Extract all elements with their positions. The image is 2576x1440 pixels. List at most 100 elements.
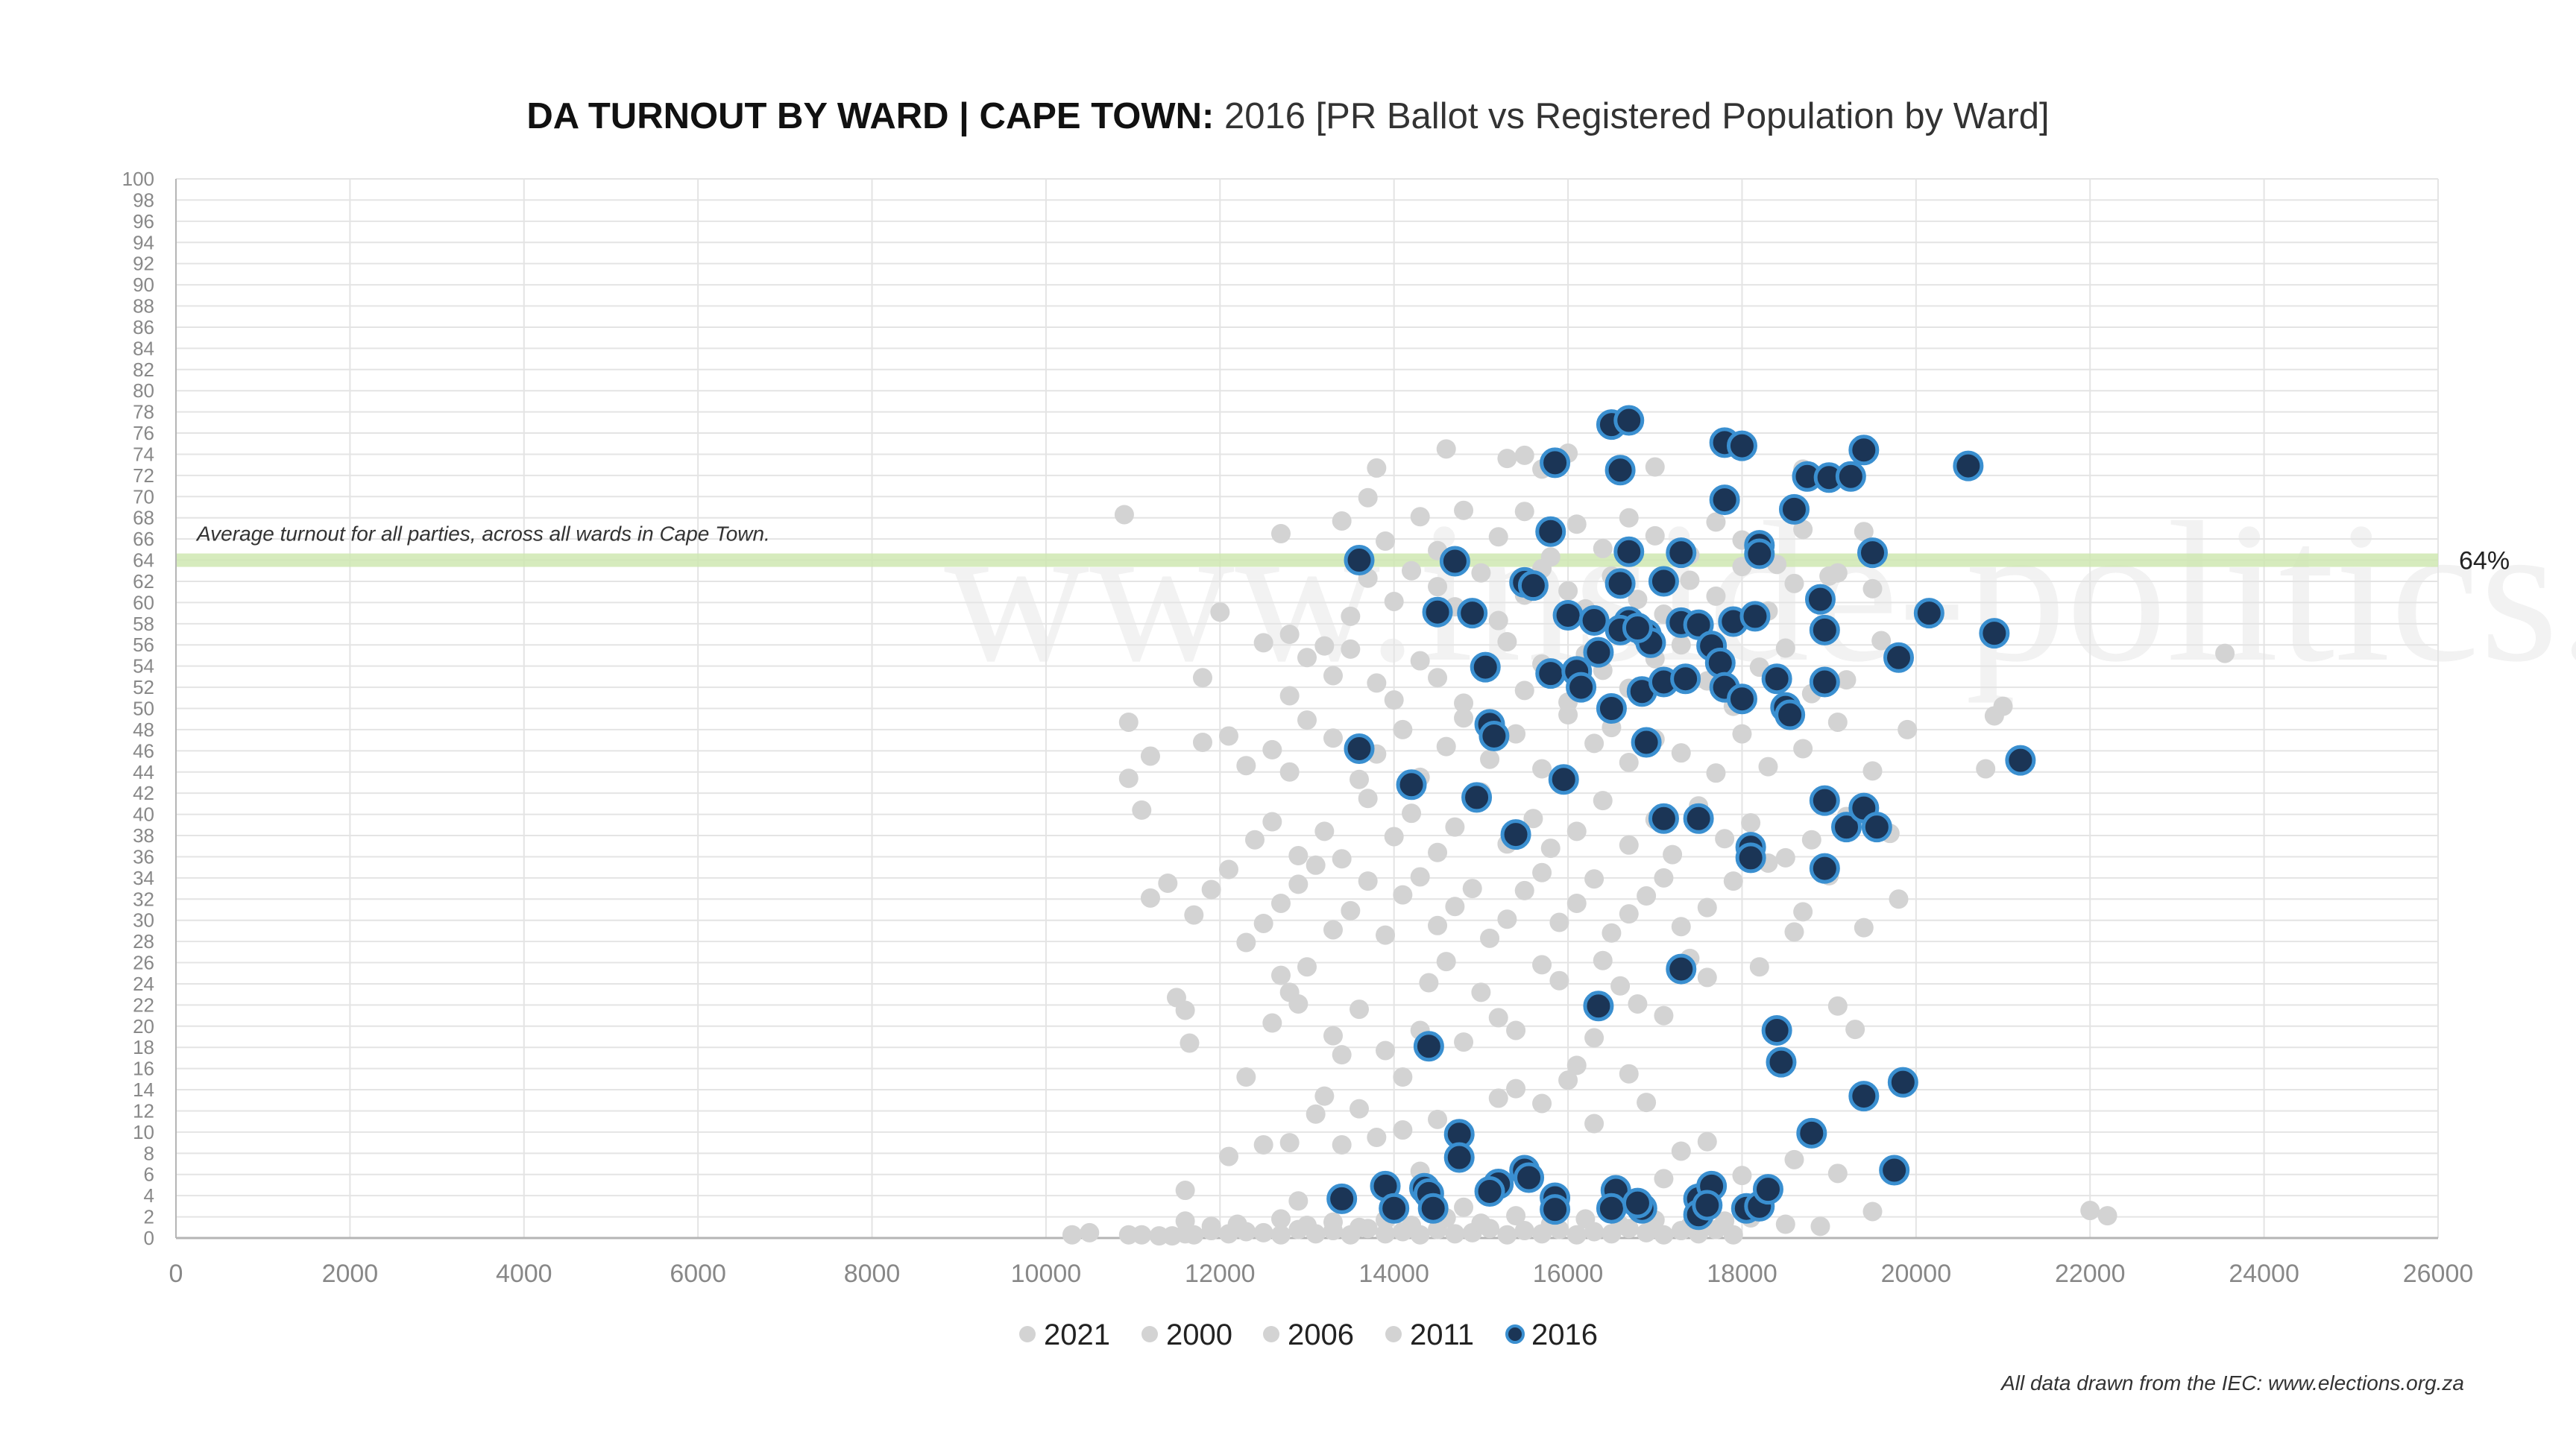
data-point-background <box>1671 743 1691 763</box>
data-point-background <box>1297 957 1317 977</box>
data-point-2016 <box>1474 1175 1505 1207</box>
data-point-background <box>1323 920 1344 940</box>
data-point-background <box>1480 928 1500 948</box>
data-point-background <box>1201 880 1221 900</box>
data-point-background <box>1619 904 1639 924</box>
y-tick-label: 30 <box>133 909 154 932</box>
y-tick-label: 22 <box>133 994 154 1016</box>
data-point-background <box>1419 973 1439 993</box>
data-point-background <box>1471 1213 1491 1234</box>
data-point-background <box>1480 749 1500 769</box>
data-point-background <box>1201 1216 1221 1237</box>
x-tick-label: 16000 <box>1533 1260 1604 1288</box>
data-point-background <box>1749 957 1769 977</box>
data-point-background <box>1488 1008 1508 1028</box>
data-point-2016 <box>1726 683 1757 715</box>
y-tick-label: 90 <box>133 274 154 296</box>
data-point-background <box>1445 897 1465 917</box>
data-point-background <box>1810 1216 1830 1237</box>
data-point-background <box>1270 893 1291 913</box>
legend-marker-2021 <box>1019 1326 1036 1342</box>
data-point-background <box>1862 578 1883 599</box>
data-point-background <box>1497 909 1517 929</box>
data-point-background <box>1262 1013 1282 1033</box>
data-point-background <box>1593 950 1613 970</box>
data-point-background <box>1680 570 1700 590</box>
data-point-background <box>1253 1222 1273 1242</box>
data-point-background <box>1619 1064 1639 1084</box>
y-tick-label: 54 <box>133 655 154 678</box>
data-point-2016 <box>1739 601 1771 632</box>
data-point-background <box>1236 756 1256 776</box>
x-tick-label: 8000 <box>844 1260 901 1288</box>
data-point-background <box>1314 636 1335 656</box>
data-point-background <box>1862 1201 1883 1222</box>
data-point-background <box>1428 668 1448 688</box>
data-point-background <box>1288 1191 1309 1211</box>
data-point-background <box>1488 527 1508 547</box>
data-point-2016 <box>1344 733 1375 764</box>
y-tick-label: 56 <box>133 634 154 656</box>
legend-marker-2011 <box>1385 1326 1402 1342</box>
data-point-background <box>1376 1040 1396 1061</box>
data-point-background <box>1306 1104 1326 1124</box>
data-point-background <box>1454 500 1474 520</box>
data-point-background <box>1288 874 1309 894</box>
data-point-background <box>1140 888 1160 908</box>
chart-title-normal: 2016 [PR Ballot vs Registered Population… <box>1224 96 2050 136</box>
data-point-2016 <box>1622 613 1653 644</box>
y-tick-label: 24 <box>133 973 154 995</box>
data-point-background <box>1270 524 1291 544</box>
data-point-background <box>1227 1214 1247 1234</box>
data-point-2016 <box>1583 991 1614 1022</box>
data-point-background <box>1697 897 1717 918</box>
x-tick-label: 26000 <box>2403 1260 2474 1288</box>
data-point-2016 <box>1478 720 1510 751</box>
data-point-background <box>1279 762 1300 782</box>
data-point-background <box>1175 1181 1195 1201</box>
data-point-background <box>1645 525 1665 546</box>
data-point-2016 <box>1583 637 1614 668</box>
data-point-2016 <box>1517 570 1549 601</box>
data-point-background <box>1514 445 1534 465</box>
data-point-background <box>1566 893 1587 913</box>
data-point-background <box>1514 680 1534 701</box>
data-point-background <box>1827 563 1848 583</box>
data-point-2016 <box>2005 745 2036 776</box>
data-point-background <box>1775 638 1795 658</box>
data-point-background <box>1270 1225 1291 1245</box>
x-tick-label: 20000 <box>1881 1260 1952 1288</box>
data-point-background <box>1367 1128 1387 1148</box>
x-tick-label: 18000 <box>1707 1260 1777 1288</box>
legend-label-2011: 2011 <box>1410 1319 1474 1351</box>
y-tick-label: 86 <box>133 316 154 338</box>
y-tick-label: 44 <box>133 761 154 783</box>
y-tick-label: 60 <box>133 591 154 613</box>
data-point-background <box>1445 1224 1465 1244</box>
x-tick-label: 2000 <box>322 1260 379 1288</box>
data-point-background <box>1402 1215 1422 1235</box>
y-tick-label: 78 <box>133 401 154 423</box>
data-point-background <box>1993 696 2013 716</box>
data-point-background <box>1428 577 1448 597</box>
legend: 2021 2000 2006 2011 2016 <box>1019 1319 1598 1351</box>
data-point-background <box>1654 868 1674 888</box>
data-point-background <box>1654 1169 1674 1189</box>
data-point-background <box>1341 606 1361 626</box>
x-tick-label: 12000 <box>1185 1260 1256 1288</box>
data-point-background <box>1262 812 1282 832</box>
data-point-background <box>1558 581 1578 601</box>
data-point-background <box>1784 922 1804 942</box>
data-point-background <box>1628 590 1648 610</box>
x-tick-label: 4000 <box>496 1260 552 1288</box>
legend-label-2021: 2021 <box>1044 1319 1110 1351</box>
data-point-background <box>1323 1212 1344 1232</box>
data-point-background <box>1332 511 1352 531</box>
x-tick-label: 24000 <box>2229 1260 2299 1288</box>
data-point-background <box>1506 1079 1526 1099</box>
y-tick-label: 94 <box>133 231 154 253</box>
data-point-2016 <box>1514 1162 1545 1193</box>
data-point-background <box>1784 573 1804 593</box>
y-tick-label: 28 <box>133 930 154 953</box>
data-point-2016 <box>1683 803 1714 834</box>
